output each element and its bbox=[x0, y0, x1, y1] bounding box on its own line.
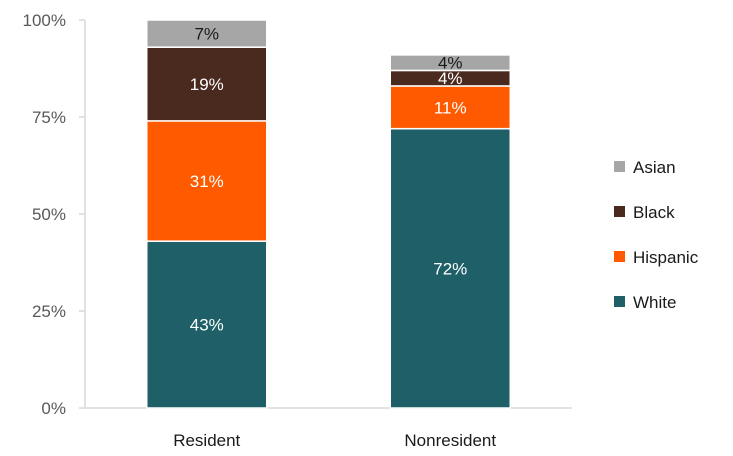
x-tick-label-resident: Resident bbox=[173, 431, 240, 450]
y-tick-label: 75% bbox=[32, 108, 66, 127]
data-label-black-resident: 19% bbox=[190, 75, 224, 94]
data-label-asian-resident: 7% bbox=[194, 25, 219, 44]
bar-segment-hispanic-nonresident bbox=[389, 85, 511, 130]
y-tick-label: 0% bbox=[41, 399, 66, 418]
legend-swatch-black bbox=[614, 206, 625, 217]
x-tick-label-nonresident: Nonresident bbox=[404, 431, 496, 450]
data-label-hispanic-nonresident: 11% bbox=[434, 98, 467, 117]
bar-segment-asian-resident bbox=[146, 19, 268, 48]
data-label-black-nonresident: 4% bbox=[438, 69, 463, 88]
bar-segment-hispanic-resident bbox=[146, 120, 268, 242]
y-tick-label: 25% bbox=[32, 302, 66, 321]
bar-segment-white-nonresident bbox=[389, 127, 511, 409]
data-label-hispanic-resident: 31% bbox=[190, 172, 224, 191]
data-label-asian-nonresident: 4% bbox=[438, 54, 463, 73]
data-label-white-resident: 43% bbox=[190, 316, 224, 335]
legend-label-white: White bbox=[633, 293, 676, 312]
bar-segment-white-resident bbox=[146, 240, 268, 409]
bar-segment-asian-nonresident bbox=[389, 54, 511, 72]
y-tick-label: 100% bbox=[23, 11, 66, 30]
bar-segment-black-resident bbox=[146, 46, 268, 122]
legend-swatch-asian bbox=[614, 161, 625, 172]
legend-label-hispanic: Hispanic bbox=[633, 248, 699, 267]
legend-swatch-hispanic bbox=[614, 251, 625, 262]
legend-swatch-white bbox=[614, 296, 625, 307]
legend-label-asian: Asian bbox=[633, 158, 676, 177]
data-label-white-nonresident: 72% bbox=[433, 259, 467, 278]
legend-label-black: Black bbox=[633, 203, 675, 222]
y-tick-label: 50% bbox=[32, 205, 66, 224]
